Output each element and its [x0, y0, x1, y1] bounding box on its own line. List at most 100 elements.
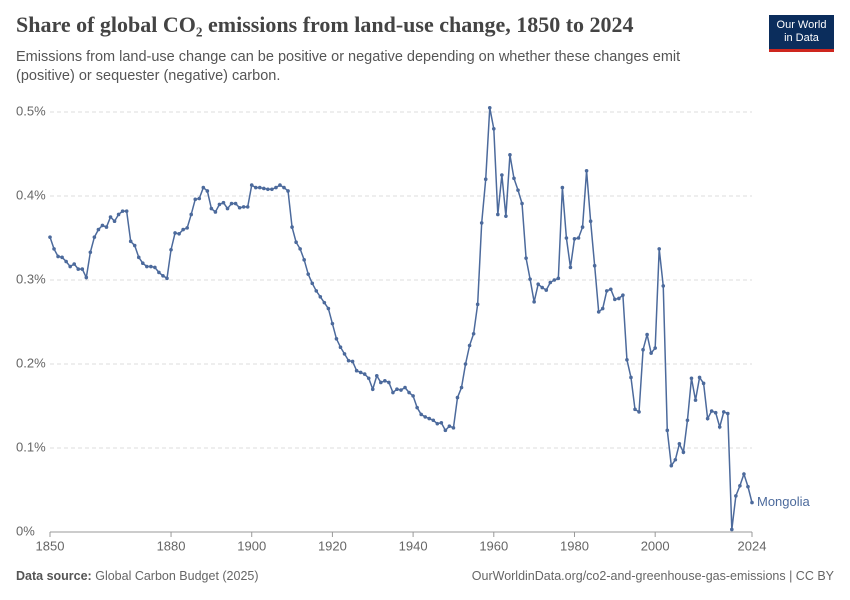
point: [431, 418, 436, 423]
point: [245, 205, 250, 209]
point: [209, 206, 214, 211]
point: [249, 183, 254, 187]
point: [427, 416, 432, 421]
point: [572, 237, 577, 241]
point: [68, 264, 72, 269]
point: [407, 390, 411, 395]
point: [387, 380, 391, 385]
y-tick-label: 0.2%: [16, 355, 46, 370]
point: [657, 247, 662, 251]
point: [608, 287, 613, 292]
point: [128, 239, 133, 244]
point: [544, 288, 549, 292]
point: [471, 331, 476, 336]
point: [88, 250, 93, 255]
point: [596, 310, 601, 314]
point: [124, 209, 129, 213]
y-tick-label: 0.5%: [16, 103, 46, 118]
point: [415, 405, 419, 410]
x-tick-label: 1900: [237, 538, 266, 553]
point: [157, 270, 161, 275]
point: [693, 398, 698, 402]
point: [419, 412, 423, 417]
point: [633, 407, 637, 412]
x-tick-label: 2000: [641, 538, 670, 553]
series-line: [49, 107, 753, 530]
point: [576, 236, 581, 240]
point: [278, 183, 282, 187]
point: [286, 189, 290, 193]
point: [48, 235, 52, 239]
point: [318, 295, 323, 299]
point: [629, 375, 633, 380]
point: [270, 187, 274, 192]
point: [169, 247, 173, 252]
point: [112, 219, 117, 223]
point: [665, 428, 670, 433]
source-label: Data source:: [16, 569, 92, 583]
x-tick-label: 1920: [318, 538, 347, 553]
point: [298, 247, 302, 251]
point: [314, 289, 319, 293]
point: [451, 426, 456, 430]
x-tick-label: 2024: [738, 538, 767, 553]
point: [649, 351, 653, 355]
point: [262, 186, 266, 191]
point: [483, 177, 488, 181]
point: [730, 527, 734, 532]
point: [459, 385, 464, 390]
point: [56, 254, 60, 259]
point: [411, 394, 415, 398]
y-tick-label: 0%: [16, 523, 35, 538]
point: [491, 127, 496, 131]
point: [746, 484, 750, 489]
point: [568, 265, 573, 270]
point: [677, 442, 682, 446]
point: [661, 284, 666, 288]
point: [294, 240, 298, 244]
point: [479, 221, 484, 225]
point: [447, 424, 452, 428]
point: [625, 358, 629, 362]
point: [237, 205, 242, 210]
footer-source: Data source: Global Carbon Budget (2025): [16, 569, 259, 583]
point: [108, 215, 113, 219]
point: [338, 345, 343, 350]
point: [613, 297, 617, 302]
point: [132, 243, 137, 248]
point: [443, 428, 448, 433]
x-tick-label: 1940: [399, 538, 428, 553]
x-tick-label: 1980: [560, 538, 589, 553]
point: [322, 300, 327, 305]
point: [504, 214, 508, 218]
point: [685, 418, 690, 423]
point: [213, 210, 218, 214]
point: [366, 376, 371, 381]
point: [738, 484, 742, 488]
x-tick-label: 1850: [36, 538, 65, 553]
footer-credit[interactable]: OurWorldinData.org/co2-and-greenhouse-ga…: [471, 569, 834, 583]
point: [709, 409, 714, 413]
point: [520, 201, 524, 206]
point: [395, 387, 399, 392]
point: [201, 185, 206, 190]
point: [80, 267, 85, 271]
point: [600, 306, 605, 311]
point: [310, 281, 315, 286]
point: [177, 232, 181, 236]
point: [750, 500, 754, 505]
point: [496, 212, 500, 217]
point: [145, 264, 149, 269]
point: [653, 346, 657, 350]
source[interactable]: Global Carbon Budget (2025): [95, 569, 259, 583]
logo[interactable]: Our World in Data: [769, 15, 834, 52]
point: [165, 276, 169, 281]
point: [734, 494, 738, 498]
point: [713, 410, 718, 415]
point: [592, 263, 597, 268]
point: [161, 274, 165, 278]
point: [548, 280, 553, 285]
point: [354, 368, 359, 373]
point: [358, 370, 363, 375]
